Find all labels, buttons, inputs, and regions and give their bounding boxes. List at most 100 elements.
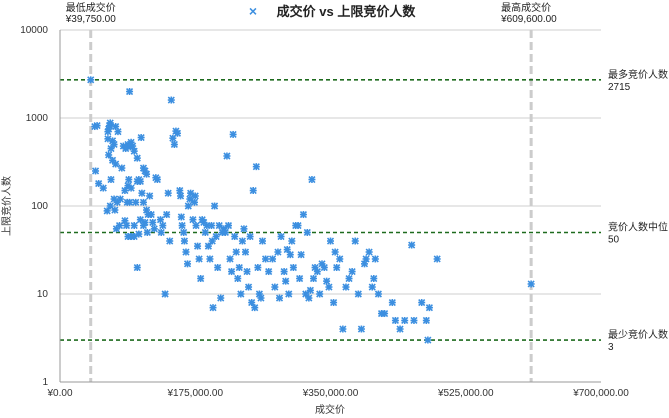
y-tick-label: 1000 (26, 113, 49, 124)
scatter-point (424, 336, 432, 344)
scatter-point (296, 274, 304, 283)
tick-labels: 1 10 100 1000 10000 ¥0.00 ¥175,000.00 ¥350,000.… (20, 25, 629, 399)
y-tick-label: 1 (42, 377, 48, 388)
scatter-point (173, 129, 182, 137)
scatter-point (195, 255, 203, 263)
scatter-point (135, 230, 143, 238)
x-tick-label: ¥350,000.00 (302, 388, 359, 399)
scatter-point (223, 152, 231, 160)
scatter-point (136, 177, 144, 186)
scatter-point (342, 283, 350, 291)
legend-marker: × (249, 3, 257, 19)
vertical-line-value: ¥39,750.00 (65, 14, 116, 25)
scatter-point (228, 267, 236, 276)
scatter-point (268, 255, 277, 263)
scatter-point (226, 255, 234, 263)
scatter-point (139, 198, 148, 206)
scatter-point (368, 283, 376, 291)
scatter-point (237, 290, 245, 298)
scatter-point (191, 192, 199, 200)
scatter-point (309, 274, 318, 283)
scatter-point (159, 221, 167, 230)
scatter-point (285, 290, 293, 298)
scatter-point (143, 228, 151, 237)
scatter-point (246, 232, 254, 241)
scatter-point (245, 283, 253, 291)
scatter-point (388, 298, 396, 307)
scatter-point (127, 138, 135, 146)
scatter-point (201, 228, 209, 237)
data-points (87, 76, 535, 344)
scatter-point (215, 221, 223, 230)
scatter-point (87, 76, 95, 84)
scatter-point (138, 189, 146, 197)
scatter-point (207, 221, 216, 230)
scatter-point (275, 294, 284, 302)
scatter-point (104, 135, 112, 143)
scatter-point (147, 210, 155, 219)
scatter-point (336, 255, 344, 263)
scatter-point (362, 255, 370, 263)
y-tick-label: 100 (31, 201, 48, 212)
scatter-point (297, 251, 305, 259)
grid-lines (60, 29, 601, 295)
scatter-point (357, 325, 365, 333)
scatter-point (234, 274, 242, 283)
scatter-point (142, 170, 151, 178)
scatter-point (326, 237, 335, 245)
x-tick-label: ¥700,000.00 (572, 388, 629, 399)
scatter-point (339, 325, 347, 333)
scatter-point (251, 304, 259, 312)
scatter-point (265, 267, 273, 276)
scatter-point (177, 213, 185, 221)
scatter-point (157, 228, 165, 237)
scatter-point (217, 294, 225, 302)
scatter-point (371, 255, 379, 263)
scatter-point (146, 192, 154, 200)
axes (59, 30, 601, 383)
scatter-point (114, 128, 122, 136)
scatter-point (306, 286, 314, 294)
horizontal-line-label: 竞价人数中位 (608, 220, 668, 233)
scatter-point (330, 298, 338, 307)
scatter-point (221, 228, 229, 237)
horizontal-line-value: 3 (608, 342, 614, 353)
scatter-point (401, 316, 409, 325)
scatter-point (105, 125, 113, 133)
horizontal-line-value: 50 (608, 234, 620, 245)
scatter-point (365, 248, 373, 256)
scatter-point (396, 325, 404, 333)
scatter-point (116, 195, 124, 203)
scatter-point (167, 96, 175, 104)
y-tick-label: 10000 (20, 25, 48, 36)
scatter-point (177, 192, 185, 200)
scatter-point (211, 202, 219, 210)
scatter-point (130, 147, 138, 155)
scatter-point (189, 216, 197, 224)
scatter-point (156, 216, 165, 224)
annotations: 最低成交价¥39,750.00 最高成交价¥609,600.00 最多竞价人数271… (65, 1, 668, 353)
scatter-point (240, 225, 248, 233)
scatter-point (180, 228, 188, 237)
scatter-point (99, 184, 107, 192)
scatter-point (163, 210, 171, 219)
scatter-point (277, 232, 285, 241)
scatter-point (238, 237, 246, 245)
scatter-point (408, 241, 416, 249)
scatter-point (125, 175, 133, 184)
scatter-point (345, 274, 353, 283)
scatter-point (107, 175, 115, 184)
horizontal-line-label: 最多竞价人数 (608, 68, 668, 81)
scatter-point (241, 248, 250, 256)
vertical-line-label: 最高成交价 (501, 1, 551, 14)
scatter-point (122, 221, 131, 230)
scatter-point (274, 248, 282, 256)
x-tick-label: ¥175,000.00 (166, 388, 223, 399)
scatter-point (183, 260, 192, 268)
scatter-point (303, 228, 311, 237)
scatter-point (111, 206, 119, 214)
scatter-point (410, 316, 418, 325)
scatter-point (354, 290, 362, 298)
scatter-point (153, 175, 161, 184)
scatter-point (425, 304, 433, 312)
